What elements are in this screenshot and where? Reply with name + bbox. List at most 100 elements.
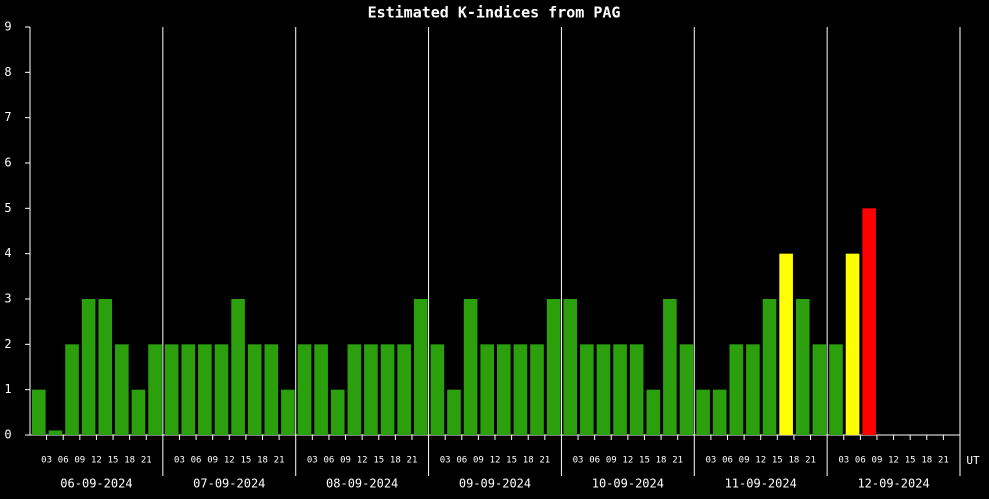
hour-label: 15	[373, 456, 384, 466]
hour-label: 03	[440, 456, 451, 466]
hour-label: 15	[905, 456, 916, 466]
hour-label: 21	[141, 456, 152, 466]
hour-label: 18	[257, 456, 268, 466]
hour-label: 21	[938, 456, 949, 466]
day-label: 07-09-2024	[193, 477, 265, 491]
hour-label: 18	[921, 456, 932, 466]
hour-label: 09	[207, 456, 218, 466]
y-tick-label: 1	[4, 382, 11, 396]
y-tick-label: 7	[4, 110, 11, 124]
hour-label: 09	[74, 456, 85, 466]
hour-label: 18	[656, 456, 667, 466]
hour-label: 09	[606, 456, 617, 466]
bar	[181, 344, 196, 435]
bar	[380, 344, 395, 435]
bar	[247, 344, 262, 435]
bar	[447, 389, 461, 435]
bar	[131, 389, 146, 435]
bar	[795, 299, 810, 435]
day-label: 06-09-2024	[60, 477, 132, 491]
hour-label: 09	[340, 456, 351, 466]
hour-label: 12	[357, 456, 368, 466]
day-label: 12-09-2024	[857, 477, 929, 491]
bar	[530, 344, 544, 435]
bar	[314, 344, 328, 435]
chart-title: Estimated K-indices from PAG	[368, 4, 621, 22]
bar	[812, 344, 827, 435]
bar	[164, 344, 179, 435]
hour-label: 15	[772, 456, 783, 466]
hour-label: 06	[589, 456, 600, 466]
bar	[198, 344, 212, 435]
hour-label: 12	[888, 456, 899, 466]
bar	[779, 253, 793, 435]
hour-label: 03	[705, 456, 716, 466]
hour-label: 06	[58, 456, 69, 466]
bar	[829, 344, 843, 435]
bar	[646, 389, 661, 435]
y-tick-label: 4	[4, 246, 11, 260]
bar	[264, 344, 279, 435]
bar	[596, 344, 611, 435]
bar	[430, 344, 445, 435]
bar	[463, 299, 478, 435]
hour-label: 21	[539, 456, 550, 466]
bar	[746, 344, 760, 435]
hour-label: 06	[191, 456, 202, 466]
hour-label: 06	[855, 456, 866, 466]
x-unit: UT	[966, 454, 980, 467]
hour-label: 12	[622, 456, 633, 466]
hour-label: 15	[639, 456, 650, 466]
bar	[513, 344, 528, 435]
hour-label: 12	[224, 456, 235, 466]
hour-label: 03	[573, 456, 584, 466]
hour-label: 03	[174, 456, 185, 466]
bar	[231, 299, 245, 435]
hour-label: 18	[523, 456, 534, 466]
hour-label: 21	[805, 456, 816, 466]
hour-label: 15	[240, 456, 251, 466]
bar	[65, 344, 79, 435]
hour-label: 21	[672, 456, 683, 466]
hour-label: 06	[324, 456, 335, 466]
hour-label: 06	[722, 456, 733, 466]
hour-label: 21	[407, 456, 418, 466]
hour-label: 18	[789, 456, 800, 466]
hour-label: 09	[739, 456, 750, 466]
bar	[148, 344, 162, 435]
bar	[845, 253, 860, 435]
bar	[729, 344, 744, 435]
hour-label: 06	[456, 456, 467, 466]
y-tick-label: 6	[4, 156, 11, 170]
bar	[546, 299, 561, 435]
bar	[214, 344, 229, 435]
hour-label: 15	[506, 456, 517, 466]
hour-label: 21	[274, 456, 285, 466]
bar	[580, 344, 594, 435]
y-tick-label: 8	[4, 65, 11, 79]
y-tick-label: 3	[4, 292, 11, 306]
hour-label: 18	[124, 456, 135, 466]
bar	[364, 344, 378, 435]
bar	[330, 389, 345, 435]
bar	[712, 389, 727, 435]
hour-label: 09	[872, 456, 883, 466]
hour-label: 03	[41, 456, 52, 466]
bar	[497, 344, 511, 435]
bar	[81, 299, 96, 435]
bar	[480, 344, 494, 435]
bar	[281, 389, 295, 435]
y-tick-label: 0	[4, 428, 11, 442]
bar	[297, 344, 312, 435]
bar	[762, 299, 777, 435]
hour-label: 12	[91, 456, 102, 466]
hour-label: 12	[490, 456, 501, 466]
day-label: 09-09-2024	[459, 477, 531, 491]
bar	[663, 299, 677, 435]
bar	[563, 299, 578, 435]
bar	[679, 344, 694, 435]
hour-label: 03	[838, 456, 849, 466]
day-label: 10-09-2024	[592, 477, 664, 491]
